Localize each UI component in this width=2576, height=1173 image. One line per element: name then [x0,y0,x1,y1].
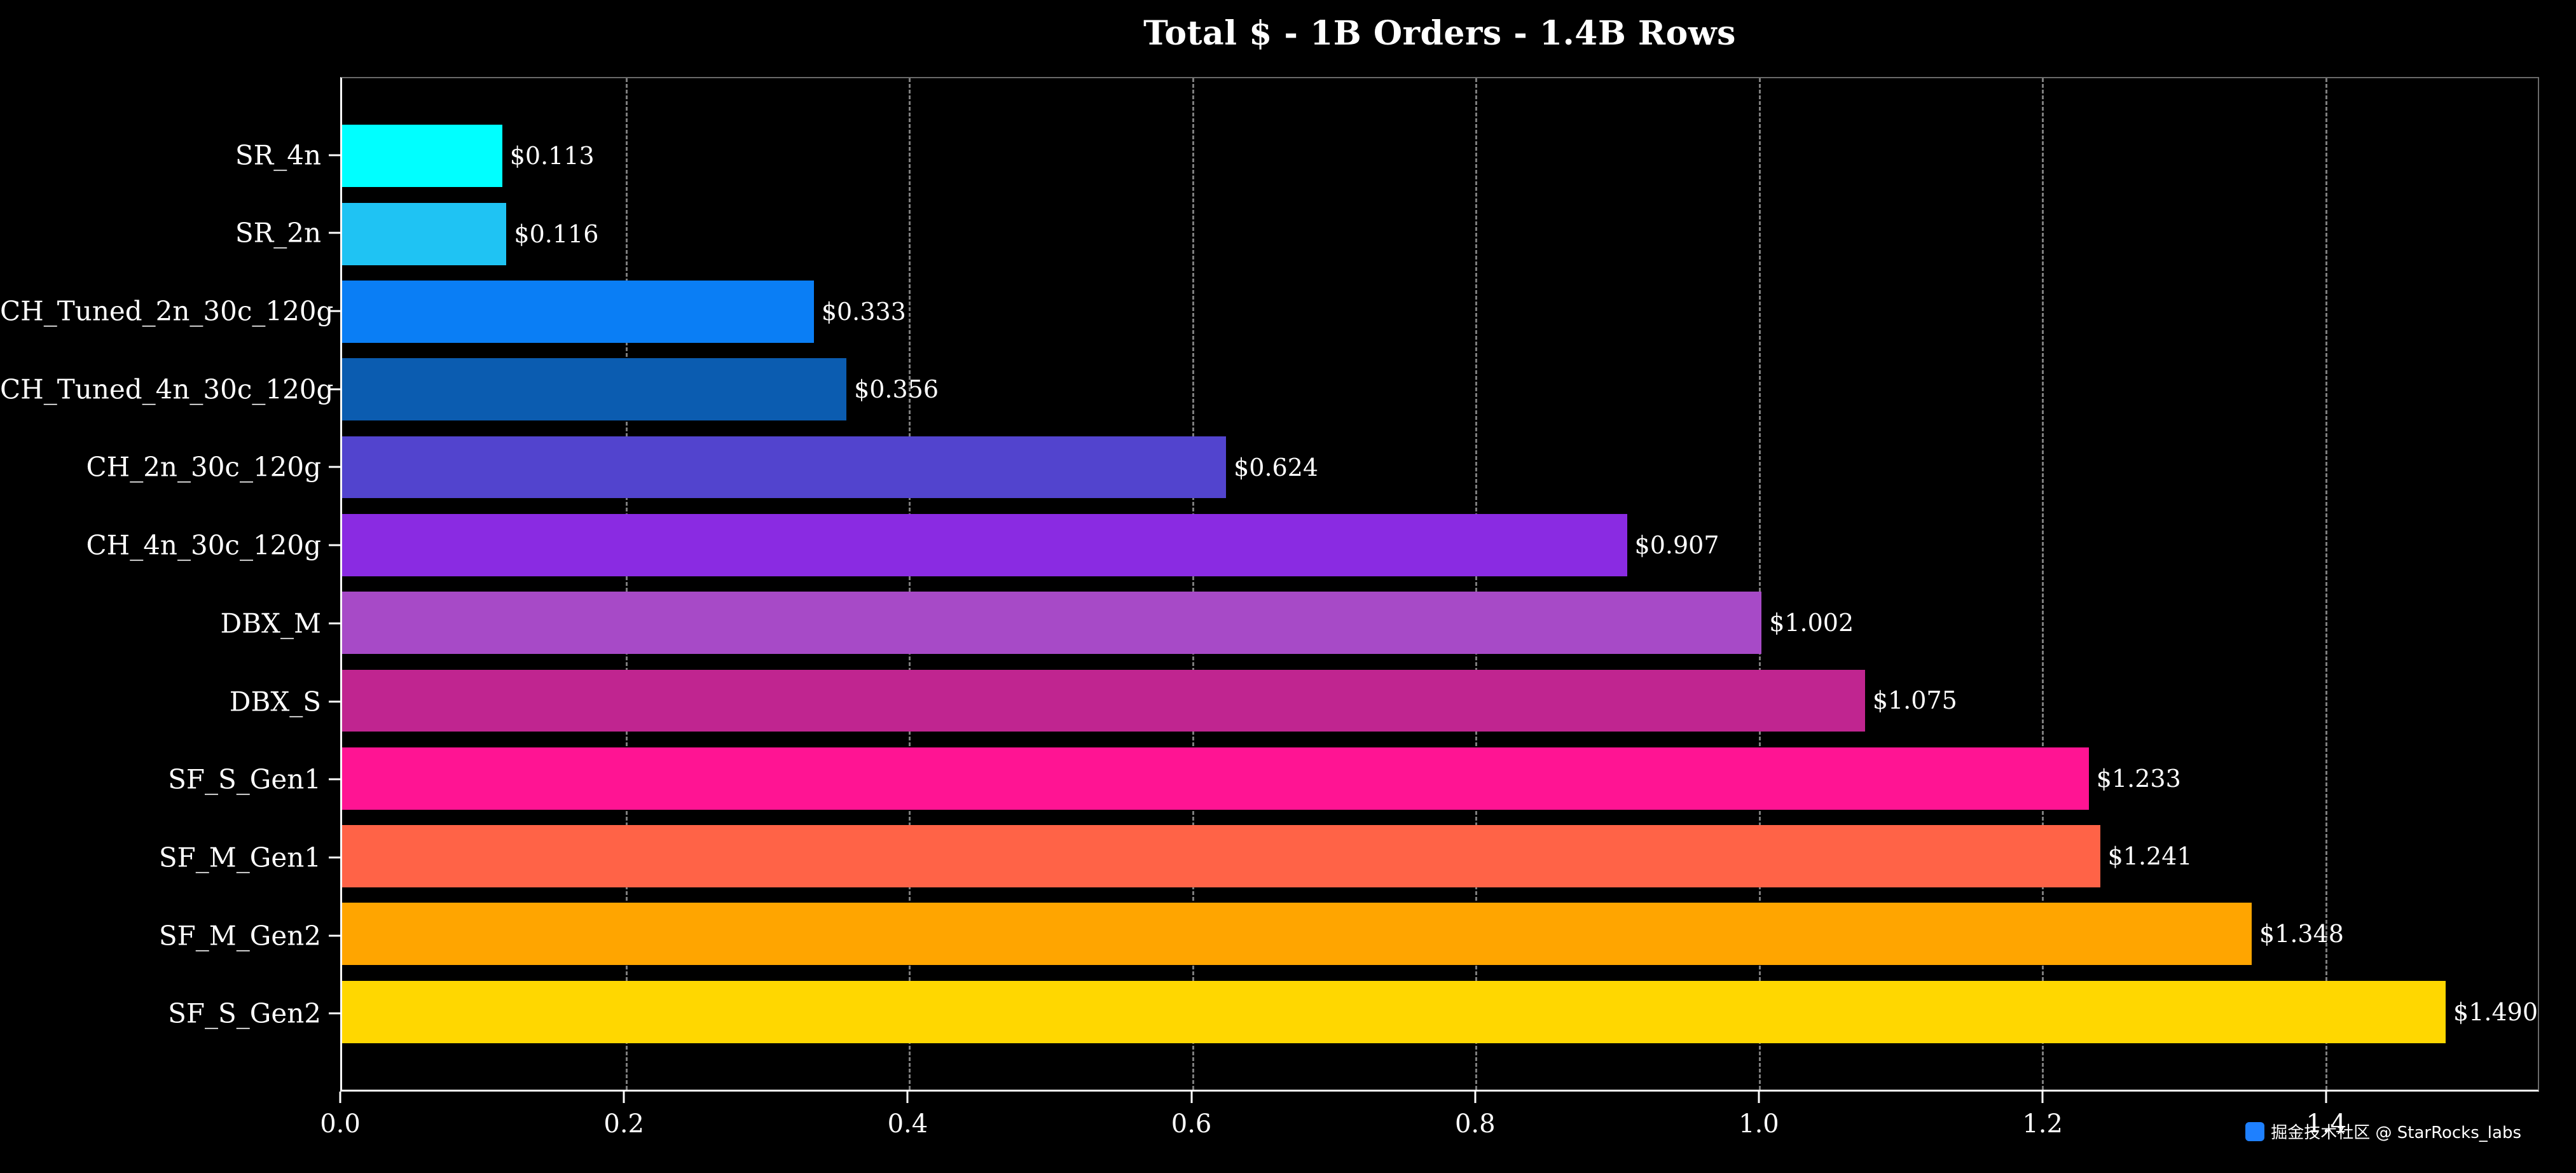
bar-value-label: $0.113 [509,142,595,170]
y-axis-labels: SR_4n SR_2n CH_Tuned_2n_30c_120g CH_Tuned_4… [0,77,334,1092]
y-axis-ticks [329,77,340,1092]
chart-title: Total $ - 1B Orders - 1.4B Rows [1143,14,1736,53]
bar-value-label: $1.075 [1872,686,1957,715]
y-tick [329,778,340,781]
bar-ch_4n_30c_120g [342,513,1627,576]
plot-area: $0.113 $0.116 $0.333 $0.356 $0.624 $0.907 $1.0… [340,77,2539,1092]
bar-sf_m_gen2 [342,903,2252,966]
bar-row: $0.624 [342,428,2538,506]
y-axis-label: CH_4n_30c_120g [86,529,321,561]
y-axis-label: DBX_M [220,607,321,639]
bar-row: $1.490 [342,973,2538,1051]
bar-sr_2n [342,202,507,265]
bar-row: $0.333 [342,273,2538,351]
gridline [625,78,628,1090]
y-tick [329,544,340,546]
x-tick-label: 1.4 [2306,1109,2347,1139]
y-tick [329,154,340,156]
bar-row: $0.113 [342,117,2538,195]
y-axis-label: SR_2n [235,217,321,249]
x-tick [623,1092,625,1103]
watermark-text: 掘金技术社区 @ StarRocks_labs [2271,1123,2521,1142]
bar-value-label: $1.241 [2107,842,2193,871]
bar-sr_4n [342,125,502,188]
x-tick-label: 0.6 [1171,1109,1212,1139]
x-tick [1758,1092,1760,1103]
bar-value-label: $0.907 [1634,531,1719,559]
x-tick [339,1092,341,1103]
gridline [2325,78,2327,1090]
gridline [1192,78,1194,1090]
bar-sf_s_gen1 [342,747,2089,810]
y-axis-label: SF_S_Gen2 [168,997,321,1029]
bar-sf_m_gen1 [342,825,2100,887]
bar-ch_tuned_2n_30c_120g [342,281,814,343]
y-axis-label: SF_M_Gen2 [158,920,321,952]
bar-dbx_m [342,592,1762,655]
x-tick-label: 1.2 [2022,1109,2063,1139]
juejin-logo-icon [2245,1121,2265,1141]
y-tick [329,1012,340,1015]
y-axis-label: SR_4n [235,139,321,171]
bar-ch_tuned_4n_30c_120g [342,358,847,421]
bar-value-label: $1.233 [2096,764,2181,793]
y-tick [329,232,340,234]
bar-value-label: $0.333 [821,297,906,326]
y-tick [329,388,340,391]
bar-value-label: $0.624 [1234,453,1319,482]
gridline [909,78,911,1090]
bar-row: $1.002 [342,584,2538,662]
bar-ch_2n_30c_120g [342,436,1227,499]
y-tick [329,856,340,859]
gridline [2042,78,2044,1090]
y-tick [329,700,340,703]
bar-row: $1.233 [342,740,2538,817]
watermark: 掘金技术社区 @ StarRocks_labs [2245,1120,2521,1143]
y-tick [329,934,340,937]
x-tick [2041,1092,2044,1103]
bar-value-label: $1.348 [2259,920,2344,948]
y-axis-label: CH_Tuned_4n_30c_120g [0,373,334,405]
x-tick-label: 1.0 [1739,1109,1779,1139]
y-axis-label: SF_M_Gen1 [158,842,321,873]
gridline [1758,78,1761,1090]
y-tick [329,310,340,312]
x-tick-label: 0.4 [887,1109,928,1139]
x-tick-label: 0.2 [603,1109,644,1139]
x-tick [1474,1092,1477,1103]
x-axis-ticks: 0.0 0.2 0.4 0.6 0.8 1.0 1.2 1.4 [320,1090,2539,1160]
bar-dbx_s [342,669,1865,732]
bar-value-label: $1.002 [1769,609,1854,637]
x-tick-label: 0.8 [1454,1109,1496,1139]
bar-row: $1.241 [342,817,2538,895]
gridline [1475,78,1478,1090]
y-axis-label: CH_2n_30c_120g [86,451,321,483]
y-axis-label: SF_S_Gen1 [168,763,321,795]
x-tick-label: 0.0 [320,1109,361,1139]
y-axis-label: DBX_S [229,686,321,718]
bar-value-label: $0.116 [514,219,599,248]
x-tick [1190,1092,1193,1103]
y-axis-label: CH_Tuned_2n_30c_120g [0,295,334,327]
y-tick [329,466,340,468]
bar-value-label: $0.356 [854,375,939,404]
bar-row: $0.907 [342,506,2538,584]
y-tick [329,622,340,625]
bar-row: $1.075 [342,662,2538,739]
bar-row: $0.356 [342,351,2538,428]
x-tick [2325,1092,2327,1103]
x-tick [906,1092,909,1103]
bar-row: $1.348 [342,895,2538,973]
bar-row: $0.116 [342,195,2538,272]
bar-value-label: $1.490 [2453,997,2538,1026]
bar-sf_s_gen2 [342,980,2446,1043]
